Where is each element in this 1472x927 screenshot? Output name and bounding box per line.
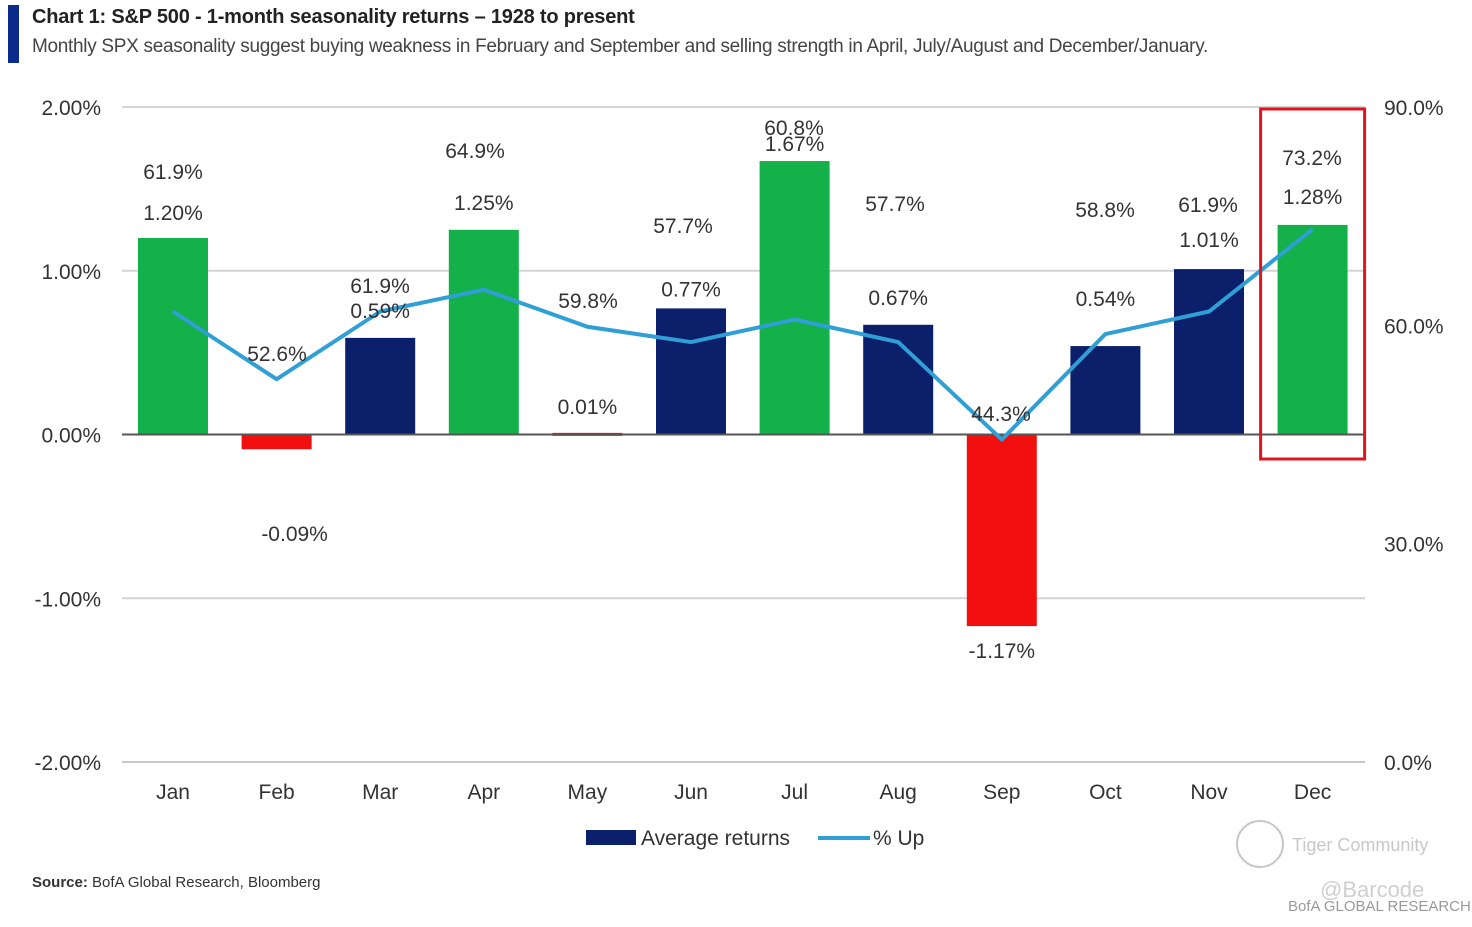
watermark-research: BofA GLOBAL RESEARCH [1288,898,1471,915]
y-left-tick-label: -2.00% [34,752,101,775]
pct-up-data-label: 44.3% [971,403,1031,426]
bar-jul [759,161,830,435]
pct-up-data-label: 61.9% [1178,194,1238,217]
y-right-tick-label: 30.0% [1384,534,1444,557]
x-tick-label: Jan [156,781,190,804]
y-left-tick-label: 2.00% [41,97,101,120]
bar-data-label: 0.59% [350,300,410,323]
pct-up-data-label: 73.2% [1282,147,1342,170]
bar-feb [241,434,312,450]
bar-data-label: -0.09% [261,523,328,546]
x-tick-label: Feb [259,781,295,804]
source-text: BofA Global Research, Bloomberg [92,874,321,891]
x-tick-label: May [568,781,608,804]
watermark-community: Tiger Community [1292,835,1429,855]
bar-data-label: 0.01% [558,396,618,419]
bar-oct [1070,346,1141,435]
x-tick-label: Nov [1190,781,1228,804]
chart-subtitle: Monthly SPX seasonality suggest buying w… [32,36,1208,57]
pct-up-data-label: 64.9% [445,140,505,163]
pct-up-data-label: 61.9% [350,275,410,298]
pct-up-data-label: 61.9% [143,161,203,184]
bar-data-label: 1.28% [1283,186,1343,209]
x-tick-label: Sep [983,781,1020,804]
bar-apr [448,229,519,435]
legend-label-average-returns: Average returns [641,827,790,850]
tiger-logo-icon [1236,820,1284,868]
pct-up-line [171,227,1314,442]
y-right-tick-label: 90.0% [1384,97,1444,120]
y-right-tick-label: 0.0% [1384,752,1432,775]
bar-sep [966,434,1037,627]
legend-label-pct-up: % Up [873,827,924,850]
bar-data-label: 1.25% [454,192,514,215]
pct-up-data-label: 58.8% [1075,199,1135,222]
source-label: Source: [32,874,88,891]
bar-data-label: 1.20% [143,202,203,225]
x-tick-label: Aug [880,781,917,804]
legend-swatch-average-returns [586,830,636,845]
title-accent-bar [8,5,19,63]
bar-data-label: 1.01% [1179,229,1239,252]
pct-up-data-label: 59.8% [558,290,618,313]
x-tick-label: Jul [781,781,808,804]
y-left-tick-label: -1.00% [34,588,101,611]
y-left-tick-label: 1.00% [41,261,101,284]
source-note: Source: BofA Global Research, Bloomberg [32,874,321,891]
bar-data-label: 0.77% [661,278,721,301]
x-tick-label: Oct [1089,781,1122,804]
x-tick-label: Apr [467,781,500,804]
bar-data-label: 1.67% [765,133,825,156]
pct-up-data-label: 57.7% [865,193,925,216]
y-right-tick-label: 60.0% [1384,315,1444,338]
y-left-tick-label: 0.00% [41,425,101,448]
chart-title: Chart 1: S&P 500 - 1-month seasonality r… [32,6,635,28]
x-tick-label: Mar [362,781,398,804]
pct-up-data-label: 60.8% [764,117,824,140]
dec-highlight-box [1259,107,1367,461]
x-tick-label: Dec [1294,781,1331,804]
bar-dec [1277,224,1348,435]
x-tick-label: Jun [674,781,708,804]
watermark-handle: @Barcode [1320,877,1425,902]
bar-data-label: 0.67% [868,287,928,310]
bar-mar [345,337,416,435]
bar-jun [656,308,726,435]
bar-data-label: -1.17% [969,640,1036,663]
bar-data-label: 0.54% [1076,288,1136,311]
pct-up-data-label: 52.6% [247,343,307,366]
bar-jan [138,238,208,435]
pct-up-data-label: 57.7% [653,215,713,238]
bar-nov [1174,269,1244,435]
